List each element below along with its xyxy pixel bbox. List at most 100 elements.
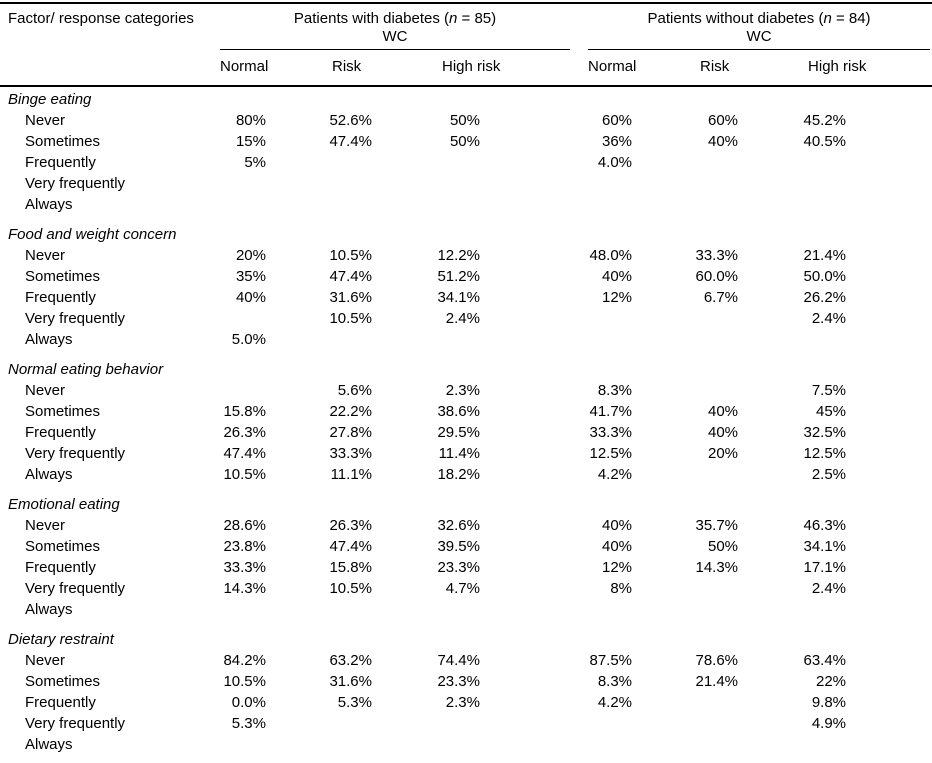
response-category-label: Frequently (25, 154, 96, 171)
column-tail-cell (850, 245, 932, 266)
table-row: Always 10.5% 11.1% 18.2% 4.2% 2.5% (0, 464, 932, 485)
response-category-label: Frequently (25, 289, 96, 306)
response-category-label: Always (25, 196, 73, 213)
column-gap-cell (484, 443, 584, 464)
value-cell: 12.5% (589, 445, 633, 462)
value-cell: 17.1% (803, 559, 847, 576)
value-cell: 4.7% (445, 580, 480, 597)
value-cell (636, 194, 742, 215)
table-row: Always (0, 734, 932, 763)
table-row: Never 84.2% 63.2% 74.4% 87.5% 78.6% 63.4% (0, 650, 932, 671)
group-title-count: = 84) (831, 10, 871, 27)
value-cell: 39.5% (437, 538, 480, 555)
group-with-diabetes-subtitle: WC (382, 28, 408, 45)
group-with-diabetes-box: Patients with diabetes (n = 85) WC (220, 9, 571, 50)
section-header-row: Food and weight concern (0, 215, 932, 245)
value-cell: 12.5% (803, 445, 847, 462)
group-with-diabetes-title: Patients with diabetes (n = 85) (220, 9, 570, 28)
column-gap-cell (484, 131, 584, 152)
column-tail-cell (850, 422, 932, 443)
column-tail-cell (850, 734, 932, 763)
section-header-row: Normal eating behavior (0, 350, 932, 380)
value-cell (270, 713, 376, 734)
response-category-label: Sometimes (25, 403, 101, 420)
group-title-n: n (823, 10, 832, 27)
value-cell (584, 308, 636, 329)
section-header-row: Binge eating (0, 86, 932, 110)
value-cell (636, 308, 742, 329)
value-cell: 74.4% (437, 652, 480, 669)
response-category-label: Never (25, 652, 66, 669)
column-tail-cell (850, 536, 932, 557)
value-cell: 29.5% (437, 424, 480, 441)
column-gap-cell (484, 734, 584, 763)
value-cell: 31.6% (329, 673, 372, 690)
table-row: Always (0, 599, 932, 620)
value-cell (212, 308, 270, 329)
value-cell: 5.3% (231, 715, 266, 732)
column-tail-cell (850, 713, 932, 734)
response-category-label: Always (25, 601, 73, 618)
value-cell: 18.2% (437, 466, 480, 483)
value-cell: 11.1% (330, 466, 372, 483)
value-cell (636, 692, 742, 713)
value-cell: 47.4% (329, 538, 372, 555)
column-tail-cell (850, 380, 932, 401)
table-row: Very frequently 10.5% 2.4% 2.4% (0, 308, 932, 329)
value-cell (584, 329, 636, 350)
table-row: Sometimes 23.8% 47.4% 39.5% 40% 50% 34.1% (0, 536, 932, 557)
column-gap-cell (484, 266, 584, 287)
value-cell: 15.8% (329, 559, 372, 576)
value-cell: 15.8% (223, 403, 266, 420)
value-cell: 12.2% (437, 247, 480, 264)
col-header-diabetes-normal: Normal (212, 50, 270, 87)
value-cell: 14.3% (223, 580, 266, 597)
column-tail-cell (850, 329, 932, 350)
table-row: Never 80% 52.6% 50% 60% 60% 45.2% (0, 110, 932, 131)
value-cell: 41.7% (589, 403, 633, 420)
value-cell (376, 329, 484, 350)
table-row: Sometimes 15.8% 22.2% 38.6% 41.7% 40% 45% (0, 401, 932, 422)
value-cell: 50% (449, 133, 480, 150)
value-cell: 35.7% (695, 517, 739, 534)
group-without-diabetes-subtitle: WC (746, 28, 772, 45)
response-category-label: Always (25, 736, 73, 753)
response-category-label: Never (25, 112, 66, 129)
value-cell: 40% (708, 424, 739, 441)
response-category-label: Very frequently (25, 445, 126, 462)
column-gap-cell (484, 692, 584, 713)
value-cell (584, 599, 636, 620)
response-category-label: Sometimes (25, 673, 101, 690)
column-gap-cell (484, 287, 584, 308)
response-category-label: Frequently (25, 424, 96, 441)
response-category-label: Sometimes (25, 538, 101, 555)
value-cell: 36% (602, 133, 633, 150)
table-row: Very frequently 14.3% 10.5% 4.7% 8% 2.4% (0, 578, 932, 599)
table-row: Never 5.6% 2.3% 8.3% 7.5% (0, 380, 932, 401)
response-category-label: Very frequently (25, 175, 126, 192)
value-cell: 10.5% (329, 310, 372, 327)
section-label: Food and weight concern (8, 226, 177, 243)
col-header-diabetes-risk: Risk (270, 50, 376, 87)
value-cell: 47.4% (329, 133, 372, 150)
section-header-row: Dietary restraint (0, 620, 932, 650)
value-cell (636, 713, 742, 734)
col-header-nodiabetes-risk: Risk (636, 50, 743, 87)
value-cell: 40% (602, 268, 633, 285)
value-cell: 10.5% (223, 673, 266, 690)
value-cell: 22.2% (329, 403, 372, 420)
value-cell: 10.5% (223, 466, 266, 483)
value-cell (742, 329, 850, 350)
response-category-label: Never (25, 517, 66, 534)
column-tail-cell (850, 266, 932, 287)
value-cell: 78.6% (695, 652, 739, 669)
section-header-row: Emotional eating (0, 485, 932, 515)
value-cell: 31.6% (329, 289, 372, 306)
value-cell: 2.4% (811, 310, 847, 327)
group-title-text: Patients with diabetes ( (293, 10, 449, 27)
group-without-diabetes-title: Patients without diabetes (n = 84) (588, 9, 930, 28)
value-cell (636, 380, 742, 401)
value-cell: 5.3% (337, 694, 372, 711)
value-cell: 60% (708, 112, 739, 129)
